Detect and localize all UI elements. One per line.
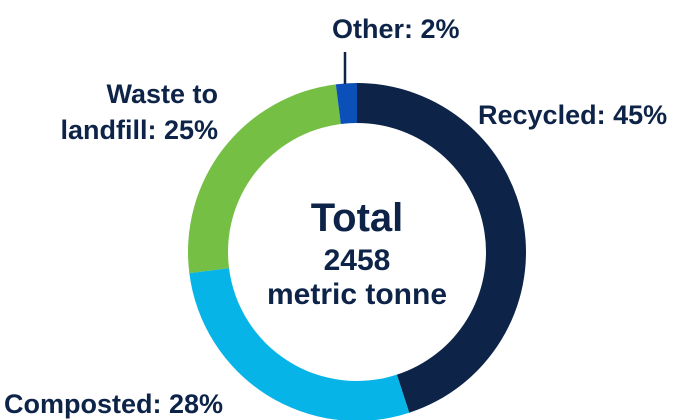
slice-recycled [357, 83, 526, 413]
center-value: 2458 [324, 244, 391, 277]
slice-composted [189, 268, 410, 420]
donut-slices [188, 83, 526, 420]
slice-label-other: Other: 2% [332, 14, 460, 44]
slice-label-landfill-line2: landfill: 25% [60, 115, 218, 145]
slice-label-landfill-line1: Waste to [106, 79, 218, 109]
slice-label-composted: Composted: 28% [4, 389, 223, 419]
center-title: Total [311, 196, 404, 240]
center-unit: metric tonne [267, 278, 447, 311]
slice-label-recycled: Recycled: 45% [478, 100, 667, 130]
slice-landfill [188, 84, 341, 274]
slice-other [335, 83, 357, 125]
